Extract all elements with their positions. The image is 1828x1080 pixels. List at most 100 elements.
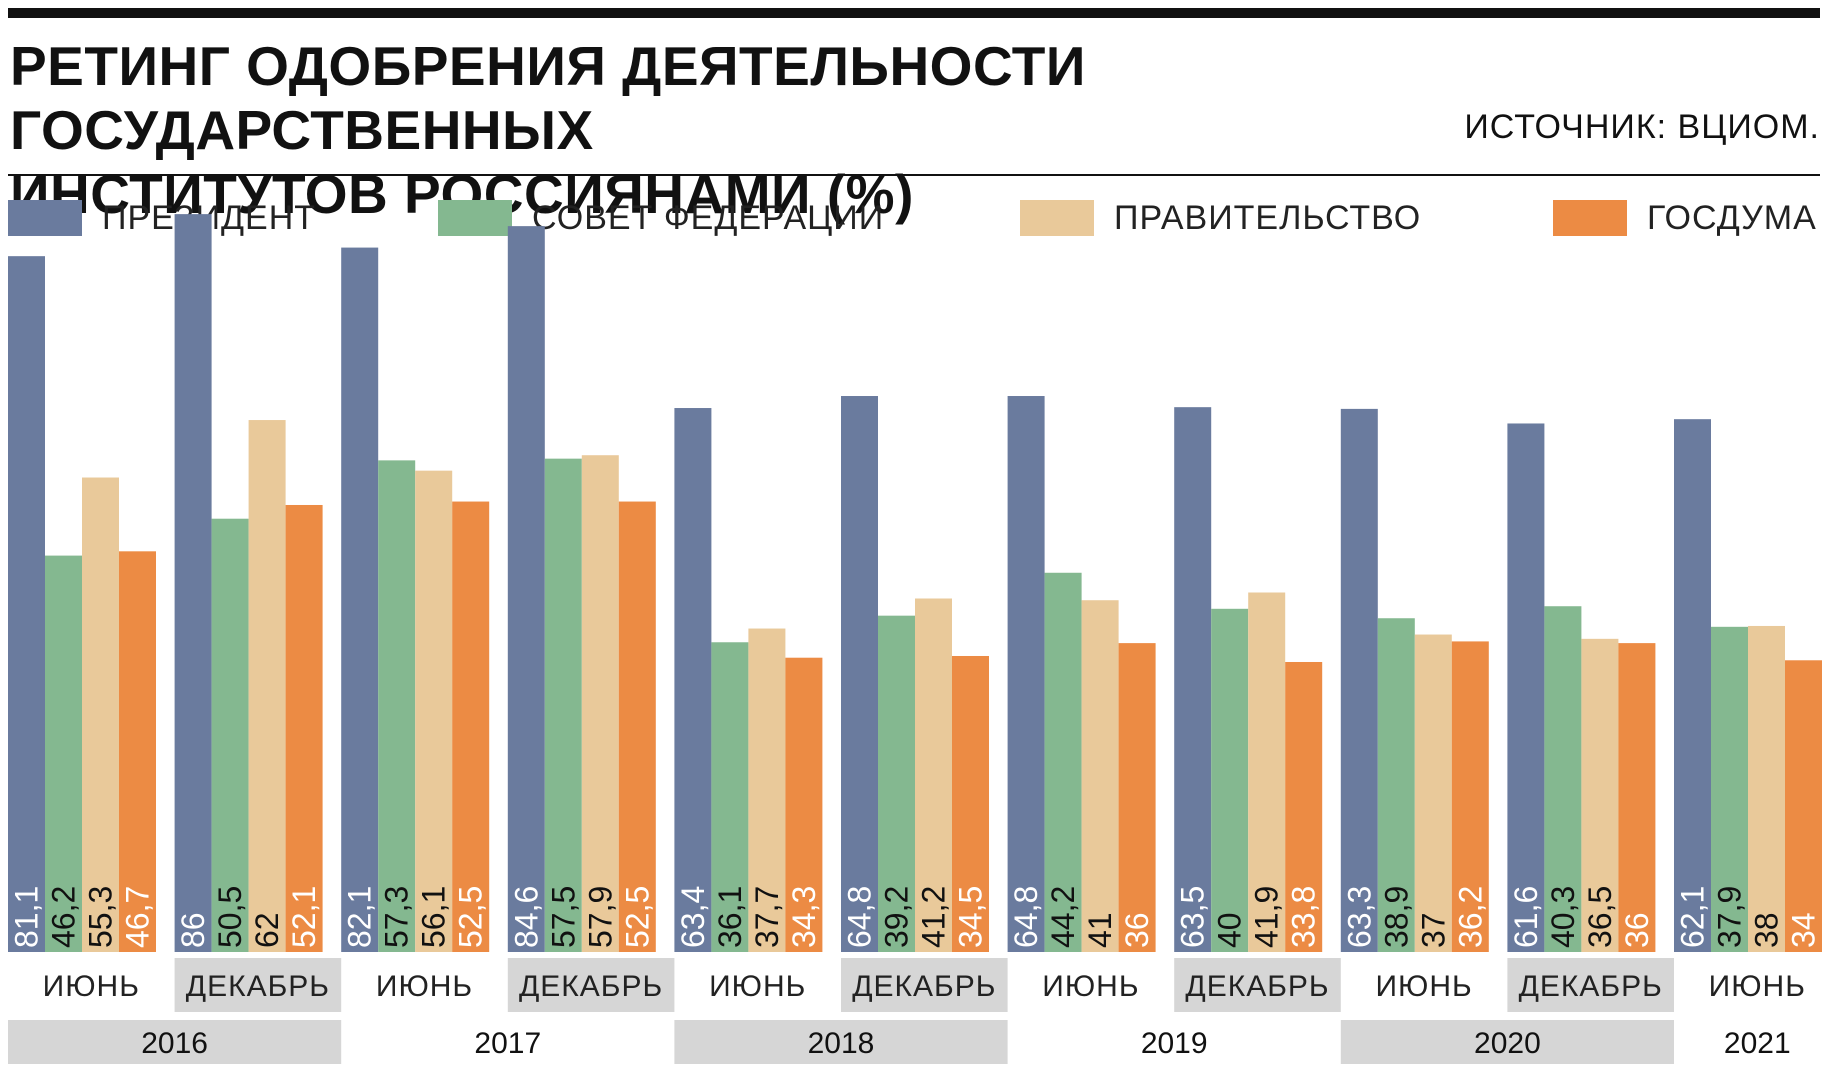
legend-label-government: ПРАВИТЕЛЬСТВО <box>1114 198 1422 237</box>
year-label: 2019 <box>1141 1027 1208 1060</box>
source-note: ИСТОЧНИК: ВЦИОМ. <box>1464 108 1820 146</box>
bar-government <box>415 470 453 952</box>
value-label-duma: 34,3 <box>786 886 822 948</box>
bar-president <box>174 214 212 952</box>
bar-duma <box>1785 660 1822 952</box>
period-band <box>841 958 1008 1012</box>
year-label: 2020 <box>1474 1027 1541 1060</box>
bar-federation-council <box>1211 608 1249 952</box>
period-label: ИЮНЬ <box>1375 970 1472 1003</box>
bar-government <box>82 477 119 952</box>
value-label-duma: 36,2 <box>1452 886 1488 948</box>
value-label-government: 37 <box>1415 912 1451 948</box>
value-label-duma: 36 <box>1619 912 1655 948</box>
value-label-duma: 33,8 <box>1286 886 1322 948</box>
bar-federation-council <box>711 642 749 952</box>
value-label-president: 63,3 <box>1341 886 1377 948</box>
bar-duma <box>1451 641 1489 952</box>
bar-government <box>1581 638 1619 952</box>
bar-duma <box>452 501 490 952</box>
bar-government <box>1748 625 1785 952</box>
bar-federation-council <box>45 555 82 952</box>
legend-item-government: ПРАВИТЕЛЬСТВО <box>1020 196 1421 240</box>
chart-title: РЕТИНГ ОДОБРЕНИЯ ДЕЯТЕЛЬНОСТИ ГОСУДАРСТВ… <box>10 34 1550 226</box>
value-label-president: 63,4 <box>675 886 711 948</box>
year-label: 2017 <box>474 1027 541 1060</box>
bar-duma <box>1285 661 1323 952</box>
bar-federation-council <box>1544 606 1582 952</box>
value-label-president: 64,8 <box>1008 886 1044 948</box>
value-label-duma: 52,5 <box>619 886 655 948</box>
value-label-federation-council: 40,3 <box>1545 886 1581 948</box>
value-label-duma: 52,5 <box>453 886 489 948</box>
bar-duma <box>1118 643 1156 952</box>
period-band <box>174 958 342 1012</box>
bar-government <box>1414 634 1452 952</box>
bar-president <box>1007 396 1045 952</box>
legend-swatch-president <box>8 200 82 236</box>
value-label-government: 41 <box>1082 912 1118 948</box>
value-label-federation-council: 57,3 <box>379 886 415 948</box>
bar-federation-council <box>1044 572 1082 952</box>
value-label-president: 82,1 <box>342 886 378 948</box>
divider-rule <box>8 174 1820 176</box>
period-label: ДЕКАБРЬ <box>852 970 996 1003</box>
bar-government <box>748 628 786 952</box>
value-label-federation-council: 36,1 <box>712 886 748 948</box>
bar-duma <box>285 504 323 952</box>
bar-president <box>1174 407 1212 952</box>
bar-federation-council <box>1377 618 1415 952</box>
legend-item-duma: ГОСДУМА <box>1553 196 1817 240</box>
bar-duma <box>785 657 823 952</box>
bar-federation-council <box>211 518 249 952</box>
bar-president <box>1340 408 1378 952</box>
legend-swatch-government <box>1020 200 1094 236</box>
period-band <box>507 958 675 1012</box>
value-label-government: 56,1 <box>416 886 452 948</box>
bar-government <box>248 420 286 952</box>
value-label-federation-council: 57,5 <box>545 886 581 948</box>
value-label-president: 64,8 <box>842 886 878 948</box>
year-label: 2021 <box>1724 1027 1791 1060</box>
legend-swatch-duma <box>1553 200 1627 236</box>
legend-item-federation-council: СОВЕТ ФЕДЕРАЦИИ <box>438 196 884 240</box>
value-label-federation-council: 39,2 <box>879 886 915 948</box>
period-label: ИЮНЬ <box>709 970 806 1003</box>
period-label: ДЕКАБРЬ <box>186 970 330 1003</box>
value-label-federation-council: 50,5 <box>212 886 248 948</box>
bar-federation-council <box>544 458 582 952</box>
value-label-federation-council: 46,2 <box>46 886 82 948</box>
value-label-duma: 34,5 <box>953 886 989 948</box>
value-label-president: 63,5 <box>1175 886 1211 948</box>
period-label: ИЮНЬ <box>1709 970 1806 1003</box>
top-rule <box>8 8 1820 18</box>
bar-duma <box>952 655 989 952</box>
value-label-duma: 36 <box>1119 912 1155 948</box>
legend-swatch-federation-council <box>438 200 512 236</box>
value-label-government: 62 <box>249 912 285 948</box>
period-label: ДЕКАБРЬ <box>1185 970 1329 1003</box>
value-label-president: 86 <box>175 912 211 948</box>
year-band <box>1340 1020 1674 1064</box>
bar-duma <box>618 501 656 952</box>
value-label-president: 84,6 <box>508 886 544 948</box>
bar-government <box>581 455 619 952</box>
bar-government <box>915 598 952 952</box>
bar-duma <box>1618 643 1656 952</box>
value-label-duma: 34 <box>1786 912 1822 948</box>
bar-president <box>507 226 545 952</box>
bar-government <box>1081 600 1119 952</box>
bar-president <box>341 247 379 952</box>
value-label-government: 36,5 <box>1582 886 1618 948</box>
year-band <box>8 1020 342 1064</box>
bar-president <box>841 396 878 952</box>
legend-label-duma: ГОСДУМА <box>1647 198 1817 237</box>
period-label: ДЕКАБРЬ <box>1519 970 1663 1003</box>
value-label-government: 38 <box>1749 912 1785 948</box>
value-label-president: 61,6 <box>1508 886 1544 948</box>
bar-president <box>674 408 712 952</box>
value-label-government: 41,2 <box>916 886 952 948</box>
value-label-federation-council: 38,9 <box>1378 886 1414 948</box>
period-band <box>1507 958 1674 1012</box>
period-label: ИЮНЬ <box>43 970 140 1003</box>
